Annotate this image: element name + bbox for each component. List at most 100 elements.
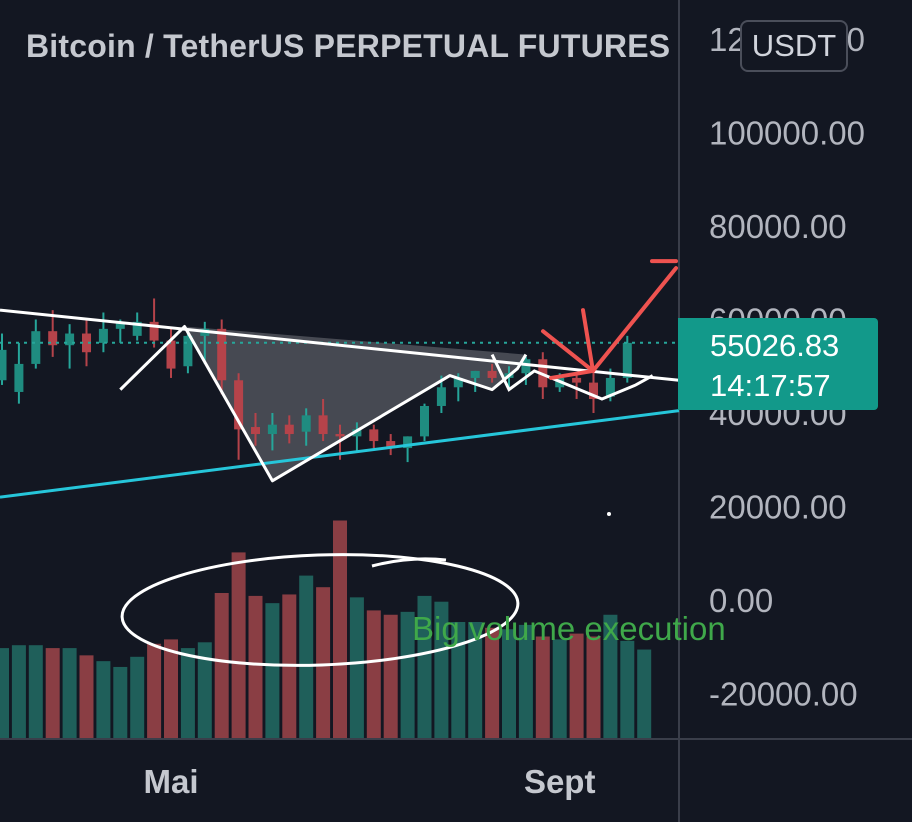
- volume-bar: [231, 552, 246, 738]
- candle-body: [0, 349, 7, 381]
- volume-bar: [434, 601, 449, 738]
- candle-body: [453, 377, 463, 388]
- volume-bar: [637, 649, 652, 738]
- candle-body: [369, 429, 379, 442]
- last-price-tag: 55026.83 14:17:57: [678, 318, 878, 410]
- candle-body: [251, 427, 260, 435]
- candle: [267, 413, 277, 451]
- candle: [65, 324, 75, 369]
- volume-bar: [586, 636, 601, 738]
- volume-bar: [180, 648, 195, 738]
- volume-bar: [535, 636, 550, 738]
- volume-bar: [248, 595, 263, 738]
- candle: [132, 312, 142, 341]
- candle: [301, 408, 311, 446]
- entry-arrow-top: [581, 308, 595, 373]
- volume-bar: [518, 624, 533, 738]
- resistance-trendline[interactable]: [0, 308, 680, 382]
- volume-bar: [265, 603, 280, 738]
- breakout-arrow: [591, 266, 678, 373]
- candle: [487, 363, 497, 383]
- volume-bar: [0, 648, 9, 738]
- price-tick-label: 20000.00: [709, 489, 847, 526]
- candle-body: [572, 377, 582, 383]
- candle: [572, 373, 582, 399]
- volume-bar: [502, 629, 516, 738]
- volume-bar: [603, 614, 618, 738]
- volume-bar: [620, 640, 635, 738]
- pattern-outline-right: [490, 353, 654, 401]
- price-tick-label: 100000.00: [709, 115, 865, 152]
- candle: [403, 436, 413, 463]
- candle-body: [420, 405, 429, 437]
- candle-body: [166, 340, 176, 369]
- candle: [352, 422, 362, 453]
- volume-bar: [113, 666, 128, 738]
- candle: [149, 298, 159, 348]
- candle-body: [115, 321, 125, 329]
- candle: [183, 331, 193, 374]
- candle: [251, 413, 260, 446]
- volume-bar: [62, 648, 77, 738]
- volume-annotation-text: Big volume execution: [412, 610, 726, 647]
- candle-body: [183, 335, 193, 367]
- volume-bar: [417, 595, 432, 738]
- volume-bars: [0, 520, 652, 738]
- volume-highlight-circle[interactable]: [120, 548, 520, 672]
- candle: [521, 356, 531, 385]
- candle: [470, 370, 480, 392]
- candle-body: [318, 415, 328, 435]
- candle-body: [98, 328, 108, 343]
- time-axis-labels: Mai Sept: [143, 763, 595, 800]
- candle-body: [217, 328, 227, 381]
- candle: [48, 310, 58, 357]
- candle-body: [14, 363, 24, 392]
- candle-body: [352, 429, 362, 437]
- candle: [420, 403, 429, 442]
- volume-bar: [299, 575, 314, 738]
- candle: [369, 424, 379, 449]
- candle-body: [48, 331, 58, 346]
- candle: [166, 328, 176, 378]
- entry-arrow-left: [541, 329, 595, 373]
- volume-bar: [485, 627, 500, 738]
- symbol-title: Bitcoin / TetherUS PERPETUAL FUTURES: [26, 28, 671, 64]
- volume-bar: [366, 610, 381, 738]
- candle: [386, 434, 396, 456]
- candle: [589, 370, 598, 413]
- volume-bar: [11, 645, 26, 738]
- stray-dot: [607, 512, 611, 516]
- annotation-arrows[interactable]: [541, 259, 678, 380]
- volume-bar: [569, 633, 584, 738]
- candle: [0, 333, 7, 385]
- candle-body: [234, 380, 244, 430]
- volume-bar: [383, 614, 398, 738]
- candle-body: [622, 342, 632, 378]
- time-tick-label: Mai: [143, 763, 198, 800]
- currency-button[interactable]: USDT: [740, 20, 848, 72]
- volume-bar: [197, 642, 212, 738]
- pattern-fill-area: [184, 326, 526, 481]
- candle-body: [386, 441, 396, 449]
- price-tick-label: -20000.00: [709, 676, 858, 713]
- candle: [284, 415, 294, 444]
- volume-bar: [147, 643, 162, 738]
- candle-body: [267, 424, 277, 435]
- volume-bar: [214, 593, 229, 738]
- volume-bar: [400, 611, 415, 738]
- volume-bar: [316, 587, 331, 738]
- candle-body: [132, 321, 142, 336]
- volume-bar: [45, 648, 60, 738]
- candle: [234, 373, 244, 460]
- price-tick-label: 80000.00: [709, 208, 847, 245]
- volume-bar: [130, 656, 145, 738]
- candle: [31, 319, 41, 369]
- volume-bar: [333, 520, 347, 738]
- bar-countdown: 14:17:57: [710, 368, 831, 403]
- pattern-outline[interactable]: [119, 325, 528, 483]
- support-trendline[interactable]: [0, 409, 680, 499]
- price-tick-label: 0.00: [709, 582, 773, 619]
- candle: [98, 312, 108, 353]
